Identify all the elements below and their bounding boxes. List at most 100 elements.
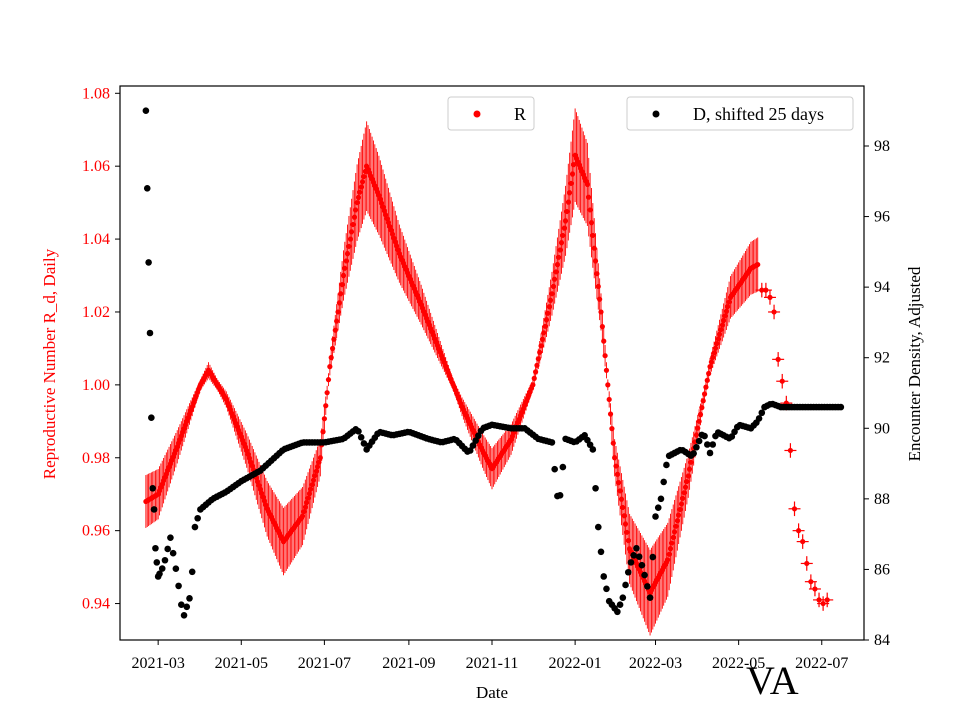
r-point: [767, 294, 773, 300]
r-point: [308, 486, 314, 492]
d-point: [175, 582, 182, 590]
r-point: [338, 291, 344, 297]
r-point: [539, 336, 546, 342]
x-axis: 2021-03 2021-05 2021-07 2021-09 2021-11 2022-…: [131, 640, 848, 672]
d-point: [594, 523, 602, 531]
r-point: [538, 343, 544, 349]
r-series: [143, 152, 830, 607]
r-point: [594, 271, 600, 277]
r-point: [722, 313, 728, 319]
r-point: [321, 416, 327, 422]
r-point: [550, 283, 556, 290]
y-axis-right-title: Encounter Density, Adjusted: [905, 266, 924, 461]
r-point: [359, 179, 366, 185]
r-point: [332, 327, 338, 333]
r-point: [568, 180, 574, 186]
y-right-tick-label: 92: [874, 350, 890, 367]
r-point: [721, 317, 727, 324]
x-tick-label: 2022-03: [629, 655, 682, 672]
d-point: [616, 601, 624, 609]
r-point: [590, 232, 596, 239]
d-point: [619, 594, 627, 601]
r-point: [349, 229, 355, 235]
legend-d: D, shifted 25 days: [626, 96, 854, 131]
r-point: [357, 189, 363, 195]
y-right-tick-label: 96: [874, 209, 890, 226]
d-point: [180, 611, 188, 619]
r-point: [763, 287, 769, 293]
d-point: [466, 447, 474, 454]
r-point: [598, 309, 604, 315]
r-point: [535, 356, 541, 362]
d-point: [146, 329, 154, 337]
d-point: [592, 484, 599, 492]
d-point: [472, 437, 479, 444]
r-point: [684, 478, 690, 485]
d-point: [194, 514, 201, 522]
r-point: [704, 377, 710, 383]
r-point: [564, 208, 570, 215]
r-point: [816, 597, 822, 603]
r-point: [715, 336, 721, 342]
r-point: [541, 330, 547, 336]
r-point: [324, 390, 330, 396]
r-point: [557, 247, 563, 253]
state-label: VA: [746, 658, 799, 703]
d-point: [597, 548, 605, 556]
r-point: [607, 411, 614, 417]
r-point: [353, 207, 359, 213]
r-point: [804, 560, 810, 567]
d-point: [695, 437, 703, 445]
r-point: [347, 236, 353, 242]
d-point: [663, 461, 670, 469]
r-point: [718, 327, 724, 333]
y-left-tick-label: 1.08: [82, 85, 110, 102]
d-point: [693, 443, 700, 451]
d-point: [614, 608, 621, 616]
r-point: [313, 468, 319, 474]
legend-r: R: [447, 96, 535, 131]
r-point: [719, 322, 725, 328]
r-point: [334, 318, 340, 324]
d-point: [188, 568, 196, 576]
x-tick-label: 2021-05: [215, 655, 268, 672]
r-point: [558, 240, 565, 246]
r-point: [299, 513, 306, 519]
r-point: [595, 283, 601, 290]
r-point: [327, 364, 333, 370]
d-point: [633, 544, 640, 552]
d-point: [559, 463, 567, 471]
r-point: [306, 491, 313, 497]
r-point: [601, 338, 607, 344]
r-point: [791, 506, 798, 512]
r-point: [725, 304, 731, 310]
d-point: [600, 573, 608, 580]
r-point: [586, 194, 592, 200]
y-right-tick-label: 84: [874, 632, 890, 649]
r-point: [534, 362, 540, 368]
r-point: [678, 501, 685, 507]
d-point: [660, 478, 667, 486]
x-tick-label: 2021-03: [131, 655, 184, 672]
r-point: [567, 190, 573, 196]
r-point: [671, 529, 678, 535]
r-point: [331, 336, 337, 342]
d-point: [169, 549, 177, 557]
r-point: [554, 261, 561, 268]
d-point: [638, 561, 646, 569]
r-point: [605, 382, 611, 388]
r-point: [614, 471, 620, 477]
y-right-tick-label: 88: [874, 491, 890, 508]
r-point: [310, 477, 317, 483]
y-left-tick-label: 0.98: [82, 450, 110, 467]
d-point: [142, 107, 150, 115]
r-point: [696, 418, 702, 424]
r-point: [584, 181, 590, 188]
r-point: [726, 299, 732, 305]
r-point: [723, 308, 729, 314]
r-point: [707, 364, 713, 370]
d-point: [158, 565, 166, 572]
r-point: [329, 345, 336, 352]
r-point: [591, 245, 597, 251]
r-point: [618, 496, 625, 502]
